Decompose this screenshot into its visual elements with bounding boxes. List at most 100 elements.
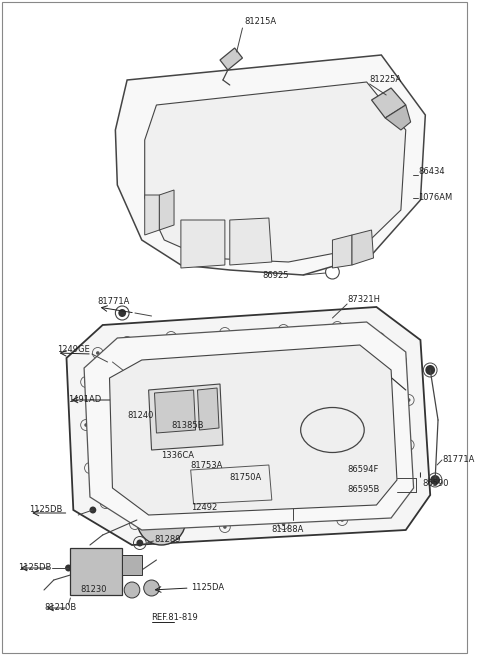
Circle shape [301, 360, 305, 364]
Text: 1491AD: 1491AD [69, 396, 102, 405]
Text: 81230: 81230 [80, 586, 107, 595]
Circle shape [407, 443, 410, 447]
Circle shape [430, 475, 440, 485]
Text: 81240: 81240 [127, 411, 154, 419]
Circle shape [144, 580, 159, 596]
Circle shape [403, 486, 407, 490]
Text: 86594F: 86594F [347, 466, 378, 474]
Polygon shape [352, 230, 373, 265]
Circle shape [165, 369, 168, 371]
Circle shape [407, 398, 410, 402]
Text: 1125DB: 1125DB [29, 506, 63, 514]
Text: 12492: 12492 [191, 504, 217, 512]
Text: 81753A: 81753A [191, 460, 223, 470]
Circle shape [65, 565, 72, 572]
Circle shape [143, 508, 156, 523]
Polygon shape [144, 195, 159, 235]
Polygon shape [122, 555, 142, 575]
Circle shape [169, 526, 173, 530]
Polygon shape [144, 82, 406, 262]
Circle shape [101, 555, 114, 569]
Circle shape [399, 193, 408, 203]
Circle shape [104, 501, 108, 505]
Text: 1125DA: 1125DA [191, 584, 224, 593]
Circle shape [108, 358, 116, 366]
Text: 1076AM: 1076AM [419, 193, 453, 202]
Circle shape [169, 335, 173, 339]
Circle shape [167, 508, 180, 523]
Circle shape [223, 525, 227, 529]
Text: 81750A: 81750A [230, 474, 262, 483]
Text: REF.81-819: REF.81-819 [152, 614, 198, 622]
Polygon shape [109, 345, 397, 515]
Circle shape [155, 500, 168, 514]
Circle shape [425, 365, 435, 375]
Circle shape [118, 309, 126, 317]
Text: 86595B: 86595B [347, 485, 380, 495]
Text: 1125DB: 1125DB [18, 563, 51, 572]
Circle shape [282, 522, 285, 526]
Circle shape [160, 504, 163, 506]
Text: 81225A: 81225A [370, 75, 402, 84]
Circle shape [105, 559, 110, 565]
Text: 86434: 86434 [419, 168, 445, 176]
Circle shape [89, 506, 96, 514]
Text: 1249GE: 1249GE [57, 345, 89, 354]
Text: 86590: 86590 [422, 479, 449, 489]
Polygon shape [71, 548, 122, 595]
Circle shape [84, 423, 88, 427]
Polygon shape [385, 105, 411, 130]
Circle shape [124, 582, 140, 598]
Circle shape [288, 493, 299, 504]
Circle shape [378, 336, 381, 340]
Text: 1336CA: 1336CA [161, 451, 194, 460]
Circle shape [385, 458, 388, 462]
Circle shape [282, 328, 285, 332]
Text: 81771A: 81771A [98, 297, 130, 307]
Circle shape [88, 466, 92, 470]
Circle shape [223, 331, 227, 335]
Polygon shape [230, 218, 272, 265]
Circle shape [136, 540, 143, 546]
Text: 81289: 81289 [155, 536, 181, 544]
Circle shape [384, 508, 388, 512]
Circle shape [133, 522, 137, 526]
Polygon shape [220, 48, 242, 70]
Circle shape [404, 173, 408, 177]
Circle shape [153, 384, 160, 392]
Circle shape [340, 518, 344, 522]
Circle shape [105, 572, 116, 584]
Polygon shape [197, 388, 219, 430]
Circle shape [125, 340, 129, 344]
Circle shape [387, 476, 392, 481]
Circle shape [290, 477, 296, 483]
Text: 81215A: 81215A [244, 18, 276, 26]
Polygon shape [181, 220, 225, 268]
Polygon shape [372, 88, 406, 118]
Polygon shape [149, 384, 223, 450]
Text: 81188A: 81188A [272, 525, 304, 534]
Circle shape [79, 559, 97, 577]
Circle shape [384, 487, 395, 498]
Text: 81771A: 81771A [442, 455, 474, 464]
Text: 81210B: 81210B [44, 603, 76, 612]
Text: 87321H: 87321H [347, 295, 380, 305]
Polygon shape [84, 322, 414, 530]
Circle shape [400, 169, 412, 181]
Circle shape [137, 495, 186, 545]
Circle shape [380, 403, 383, 407]
Circle shape [336, 325, 339, 329]
Polygon shape [115, 55, 425, 275]
Circle shape [384, 472, 395, 484]
Text: 81385B: 81385B [171, 421, 204, 430]
Polygon shape [67, 307, 430, 545]
Polygon shape [155, 390, 195, 433]
Polygon shape [159, 190, 174, 230]
Circle shape [96, 351, 99, 355]
Circle shape [399, 358, 403, 362]
Circle shape [84, 564, 92, 572]
Text: 86925: 86925 [262, 271, 288, 280]
Polygon shape [333, 235, 352, 268]
Circle shape [301, 508, 305, 512]
Circle shape [84, 380, 88, 384]
